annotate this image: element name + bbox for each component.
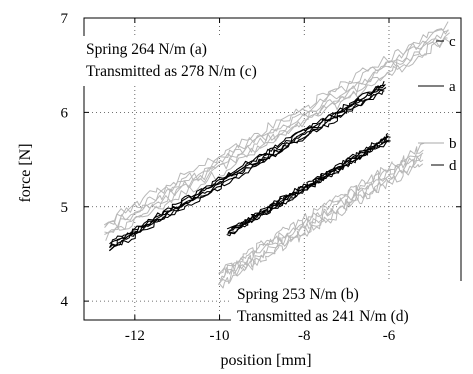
x-axis-title: position [mm]: [220, 352, 311, 369]
annotation-top-box: [80, 36, 324, 86]
series-c-trace: [105, 37, 448, 241]
series-b-trace: [227, 136, 391, 234]
x-tick-label: -12: [125, 328, 145, 344]
x-tick-label: -10: [210, 328, 230, 344]
y-tick-label: 4: [61, 294, 69, 310]
y-tick-label: 7: [61, 11, 69, 27]
annotation-spring-a: Spring 264 N/m (a): [86, 41, 207, 58]
series-a: [109, 81, 387, 252]
series-c-trace: [104, 32, 450, 235]
series-d: [217, 142, 425, 289]
annotation-transmitted-d: Transmitted as 241 N/m (d): [237, 308, 409, 325]
annotation-bottom-box: [231, 281, 465, 329]
series-tag-label-a: a: [449, 79, 456, 95]
series-a-trace: [109, 84, 386, 245]
series-tags: c a bd: [418, 34, 457, 174]
y-axis-title: force [N]: [17, 143, 34, 202]
series-d-trace: [219, 153, 423, 282]
series-tag-label-c: c: [449, 34, 456, 50]
annotation-transmitted-c: Transmitted as 278 N/m (c): [86, 63, 257, 80]
x-tick-label: -8: [298, 328, 311, 344]
y-tick-label: 5: [61, 200, 69, 216]
series-tag-label-d: d: [449, 158, 457, 174]
x-tick-label: -6: [383, 328, 396, 344]
series-c: [103, 21, 450, 241]
series-layer: [103, 21, 450, 289]
series-c-trace: [105, 21, 449, 227]
tick-labels: -12 -10 -8 -6 4 5 6 7: [61, 11, 396, 344]
series-b-trace: [226, 132, 389, 230]
series-d-trace: [218, 142, 425, 275]
annotation-spring-b: Spring 253 N/m (b): [237, 286, 359, 303]
series-tag-label-b: b: [449, 136, 457, 152]
series-b: [226, 132, 391, 237]
y-tick-label: 6: [61, 105, 69, 121]
series-a-trace: [110, 81, 385, 246]
